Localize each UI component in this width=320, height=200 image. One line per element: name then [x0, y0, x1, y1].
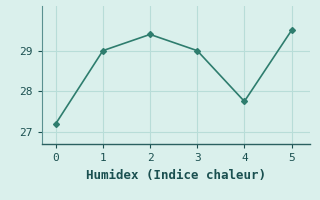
X-axis label: Humidex (Indice chaleur): Humidex (Indice chaleur) [86, 169, 266, 182]
